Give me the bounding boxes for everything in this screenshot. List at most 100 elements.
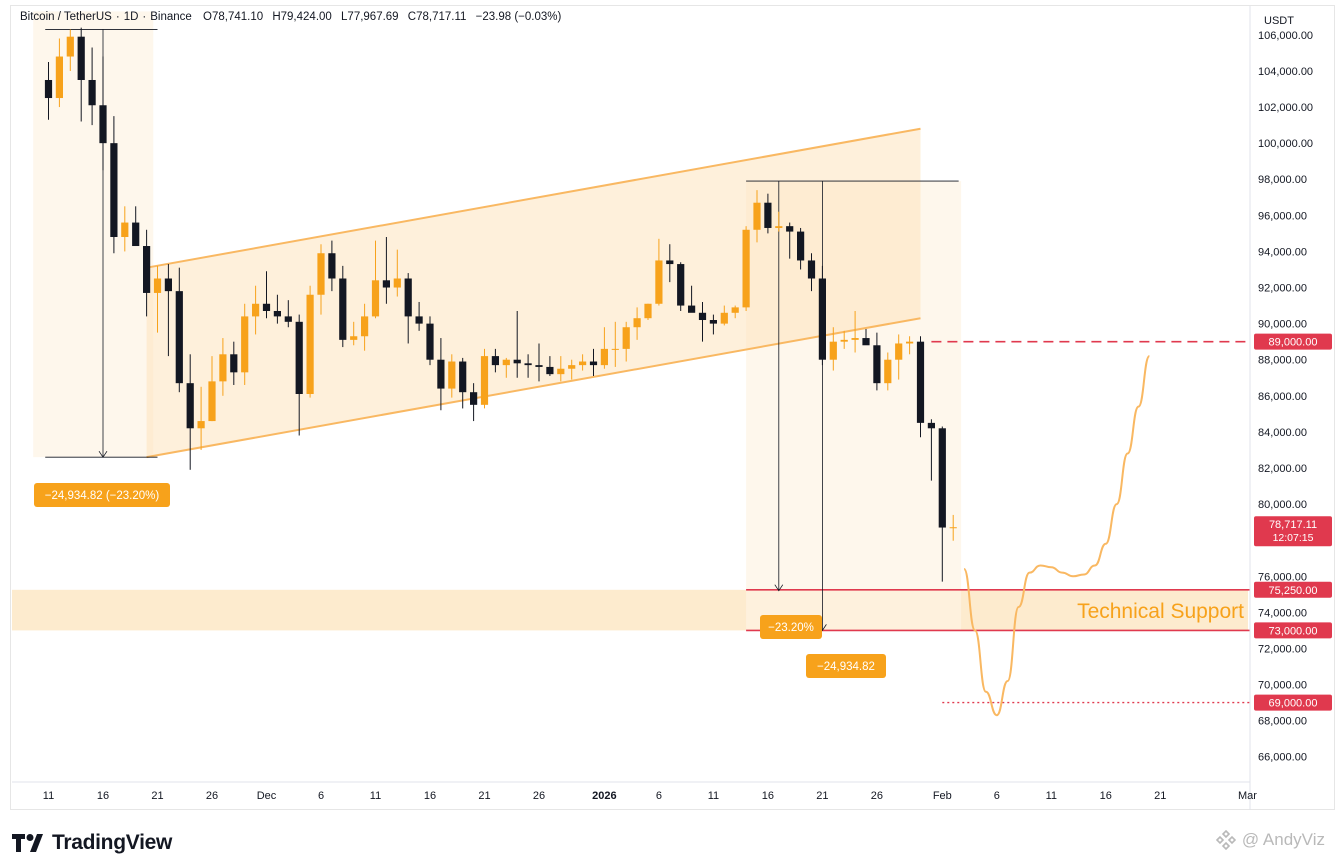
candle-36[interactable] (437, 359, 445, 389)
candle-41[interactable] (491, 356, 499, 366)
candle-61[interactable] (709, 320, 717, 324)
candle-52[interactable] (611, 348, 619, 350)
candle-21[interactable] (273, 310, 281, 317)
candle-78[interactable] (895, 343, 903, 360)
candle-71[interactable] (818, 278, 826, 360)
candle-24[interactable] (306, 294, 314, 394)
candle-72[interactable] (829, 341, 837, 360)
candle-22[interactable] (284, 316, 292, 322)
candle-16[interactable] (219, 354, 227, 382)
time-tick-18: 11 (1046, 790, 1057, 802)
candle-67[interactable] (775, 226, 783, 228)
candle-80[interactable] (916, 341, 925, 423)
candle-13[interactable] (186, 383, 194, 429)
candle-4[interactable] (88, 79, 96, 106)
candle-74[interactable] (851, 338, 859, 340)
candle-45[interactable] (535, 365, 543, 367)
candle-0[interactable] (44, 79, 53, 99)
candle-59[interactable] (688, 305, 696, 313)
candle-79[interactable] (906, 341, 914, 344)
candle-1[interactable] (55, 56, 63, 99)
candle-73[interactable] (840, 339, 848, 342)
candle-2[interactable] (66, 36, 74, 57)
candle-70[interactable] (807, 260, 816, 279)
candle-54[interactable] (633, 318, 641, 328)
candle-64[interactable] (742, 229, 750, 308)
price-axis[interactable] (1250, 6, 1334, 782)
candle-26[interactable] (328, 253, 336, 279)
candle-12[interactable] (175, 291, 183, 384)
interval[interactable]: 1D (123, 11, 139, 23)
price-tick-12: 90,000.00 (1258, 319, 1307, 331)
candle-65[interactable] (753, 202, 761, 230)
candle-33[interactable] (404, 278, 412, 317)
symbol-name[interactable]: Bitcoin / TetherUS (20, 11, 112, 23)
candle-68[interactable] (786, 226, 794, 232)
candle-37[interactable] (448, 361, 456, 389)
candle-6[interactable] (110, 143, 118, 237)
candle-76[interactable] (873, 345, 881, 384)
candle-51[interactable] (600, 348, 608, 366)
candle-44[interactable] (524, 363, 532, 366)
candle-63[interactable] (731, 307, 739, 313)
candle-7[interactable] (121, 222, 129, 237)
candle-48[interactable] (568, 365, 576, 369)
candle-34[interactable] (415, 316, 423, 324)
level-tag-1[interactable] (1254, 581, 1332, 598)
candle-56[interactable] (655, 260, 663, 304)
level-tag-2[interactable] (1254, 622, 1332, 639)
candle-9[interactable] (143, 246, 151, 293)
candle-18[interactable] (241, 316, 249, 373)
candle-14[interactable] (197, 421, 205, 429)
candle-25[interactable] (317, 253, 325, 295)
candle-69[interactable] (797, 231, 805, 261)
candle-10[interactable] (153, 278, 162, 293)
candle-23[interactable] (295, 321, 303, 394)
projection-path[interactable] (963, 355, 1151, 717)
channel-upper-line[interactable] (146, 127, 921, 269)
candle-58[interactable] (677, 264, 685, 306)
candle-17[interactable] (230, 354, 238, 373)
candle-77[interactable] (884, 359, 892, 384)
candle-50[interactable] (589, 361, 598, 366)
candle-35[interactable] (426, 323, 434, 360)
candle-62[interactable] (720, 312, 728, 324)
candle-66[interactable] (764, 202, 772, 228)
candle-15[interactable] (208, 381, 216, 422)
candle-57[interactable] (666, 260, 674, 265)
candle-38[interactable] (459, 361, 467, 393)
candle-75[interactable] (862, 338, 870, 346)
candle-20[interactable] (262, 303, 271, 311)
tradingview-logo[interactable]: TradingView (12, 828, 172, 858)
candle-55[interactable] (644, 303, 652, 319)
candle-49[interactable] (579, 361, 587, 366)
candle-29[interactable] (361, 316, 369, 337)
candle-28[interactable] (350, 336, 358, 340)
level-tag-3[interactable] (1254, 694, 1332, 711)
candle-60[interactable] (698, 312, 707, 321)
candle-30[interactable] (371, 280, 380, 317)
candle-42[interactable] (502, 359, 510, 366)
candle-43[interactable] (513, 359, 521, 364)
candle-3[interactable] (77, 36, 85, 80)
candle-39[interactable] (470, 392, 478, 405)
channel-lower-line[interactable] (146, 317, 921, 459)
candle-40[interactable] (480, 356, 489, 405)
candle-82[interactable] (938, 428, 946, 528)
last-price-tag[interactable] (1254, 516, 1332, 547)
candle-47[interactable] (557, 368, 565, 375)
candle-53[interactable] (622, 327, 630, 349)
candle-11[interactable] (164, 278, 172, 292)
candle-31[interactable] (382, 280, 390, 288)
candle-46[interactable] (546, 366, 554, 375)
candle-32[interactable] (393, 278, 401, 288)
candle-19[interactable] (252, 303, 260, 317)
candle-8[interactable] (132, 222, 140, 247)
candle-27[interactable] (339, 278, 347, 340)
candle-83[interactable] (949, 527, 957, 529)
candle-5[interactable] (99, 105, 107, 144)
candle-81[interactable] (927, 422, 935, 429)
level-tag-0[interactable] (1254, 333, 1332, 350)
author-watermark: @ AndyViz (1215, 830, 1325, 850)
